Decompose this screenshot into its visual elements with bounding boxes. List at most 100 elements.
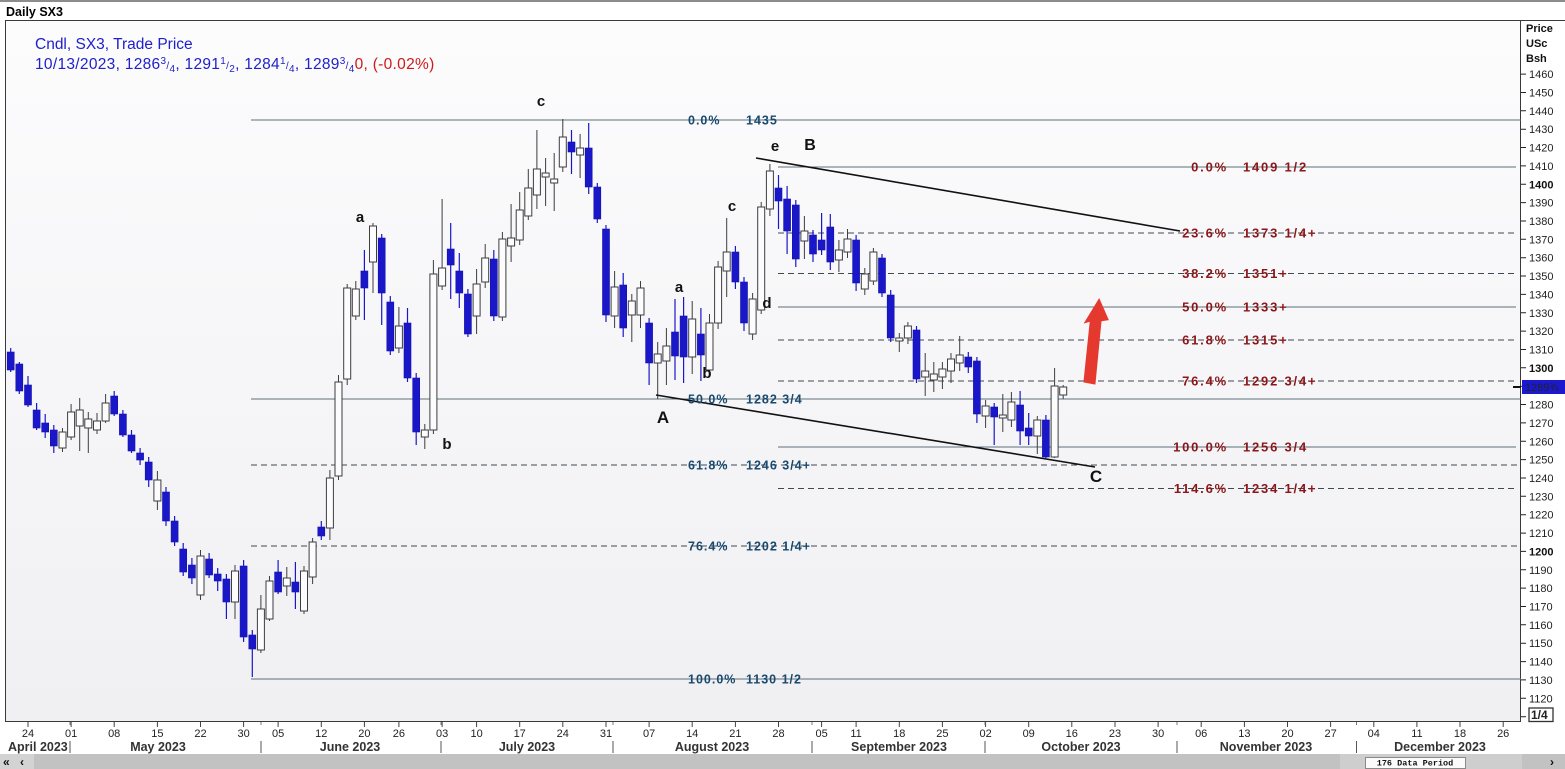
svg-text:1410: 1410 [1529,161,1553,173]
svg-text:1250: 1250 [1529,455,1553,467]
svg-text:08: 08 [108,728,120,740]
svg-text:1310: 1310 [1529,345,1553,357]
svg-text:Bsh: Bsh [1526,53,1547,65]
svg-text:1370: 1370 [1529,234,1553,246]
svg-text:1220: 1220 [1529,510,1553,522]
svg-text:50.0%: 50.0% [1182,300,1228,315]
svg-text:10: 10 [470,728,482,740]
svg-text:1300: 1300 [1529,363,1553,375]
svg-text:June 2023: June 2023 [320,740,381,754]
svg-text:1409 1/2: 1409 1/2 [1243,160,1308,175]
svg-text:c: c [728,198,736,215]
svg-text:11: 11 [1411,728,1422,740]
svg-text:26: 26 [1497,728,1509,740]
svg-text:December 2023: December 2023 [1394,740,1486,754]
svg-text:1270: 1270 [1529,418,1553,430]
svg-text:30: 30 [1152,728,1164,740]
svg-text:0.0%: 0.0% [688,114,721,128]
svg-text:1256 3/4: 1256 3/4 [1243,440,1308,455]
svg-text:1170: 1170 [1529,602,1553,614]
svg-text:a: a [356,209,365,226]
svg-text:18: 18 [1454,728,1466,740]
svg-text:1280: 1280 [1529,400,1553,412]
svg-text:21: 21 [729,728,741,740]
svg-text:B: B [804,137,816,154]
svg-text:1130 1/2: 1130 1/2 [746,673,802,687]
svg-text:a: a [675,279,684,296]
svg-text:1420: 1420 [1529,143,1553,155]
svg-text:1440: 1440 [1529,106,1553,118]
svg-text:176 Data Period: 176 Data Period [1377,759,1454,769]
svg-text:38.2%: 38.2% [1182,266,1228,281]
svg-text:Daily SX3: Daily SX3 [6,5,63,19]
svg-text:20: 20 [1281,728,1293,740]
svg-text:27: 27 [1324,728,1336,740]
svg-text:1360: 1360 [1529,253,1553,265]
svg-text:1150: 1150 [1529,638,1553,650]
svg-text:1350: 1350 [1529,271,1553,283]
svg-text:61.8%: 61.8% [688,459,728,473]
svg-text:1460: 1460 [1529,69,1553,81]
svg-text:76.4%: 76.4% [1182,374,1228,389]
svg-text:USc: USc [1526,38,1547,50]
svg-text:1234 1/4+: 1234 1/4+ [1243,481,1317,496]
svg-text:1246 3/4+: 1246 3/4+ [746,459,811,473]
svg-text:1340: 1340 [1529,289,1553,301]
svg-text:1210: 1210 [1529,528,1553,540]
svg-text:September 2023: September 2023 [851,740,947,754]
svg-text:1260: 1260 [1529,436,1553,448]
svg-text:c: c [537,93,545,110]
svg-text:26: 26 [393,728,405,740]
svg-text:100.0%: 100.0% [1173,440,1228,455]
svg-text:23: 23 [1109,728,1121,740]
svg-text:30: 30 [237,728,249,740]
svg-text:02: 02 [979,728,991,740]
svg-text:d: d [762,295,771,312]
svg-text:50.0%: 50.0% [688,393,728,407]
svg-text:1230: 1230 [1529,491,1553,503]
svg-text:25: 25 [936,728,948,740]
svg-text:1351+: 1351+ [1243,266,1289,281]
svg-text:16: 16 [1066,728,1078,740]
svg-text:1160: 1160 [1529,620,1553,632]
svg-text:1130: 1130 [1529,675,1553,687]
svg-text:1330: 1330 [1529,308,1553,320]
svg-text:1202 1/4+: 1202 1/4+ [746,540,811,554]
svg-text:01: 01 [65,728,77,740]
svg-text:1180: 1180 [1529,583,1553,595]
svg-text:1120: 1120 [1529,693,1553,705]
svg-text:05: 05 [272,728,284,740]
svg-text:09: 09 [1023,728,1035,740]
svg-text:28: 28 [772,728,784,740]
svg-text:C: C [1090,467,1102,486]
svg-text:06: 06 [1195,728,1207,740]
svg-text:18: 18 [893,728,905,740]
svg-text:‹: ‹ [20,755,24,769]
svg-text:23.6%: 23.6% [1182,226,1228,241]
svg-text:24: 24 [557,728,569,740]
svg-text:July 2023: July 2023 [499,740,555,754]
svg-text:e: e [771,138,779,155]
svg-text:100.0%: 100.0% [688,673,736,687]
svg-text:1200: 1200 [1529,546,1553,558]
svg-text:20: 20 [358,728,370,740]
svg-text:13: 13 [1238,728,1250,740]
svg-text:A: A [657,408,669,427]
svg-text:1320: 1320 [1529,326,1553,338]
svg-text:31: 31 [600,728,612,740]
svg-text:1373 1/4+: 1373 1/4+ [1243,226,1317,241]
svg-text:24: 24 [22,728,34,740]
svg-text:1380: 1380 [1529,216,1553,228]
svg-text:1450: 1450 [1529,88,1553,100]
svg-text:›: › [1550,755,1554,769]
svg-text:1315+: 1315+ [1243,333,1289,348]
svg-text:03: 03 [436,728,448,740]
svg-text:1282 3/4: 1282 3/4 [746,393,803,407]
svg-text:14: 14 [686,728,698,740]
svg-text:1390: 1390 [1529,198,1553,210]
svg-text:August 2023: August 2023 [675,740,749,754]
svg-text:1289¾: 1289¾ [1525,382,1559,394]
svg-text:15: 15 [151,728,163,740]
svg-text:October 2023: October 2023 [1041,740,1120,754]
svg-text:1240: 1240 [1529,473,1553,485]
